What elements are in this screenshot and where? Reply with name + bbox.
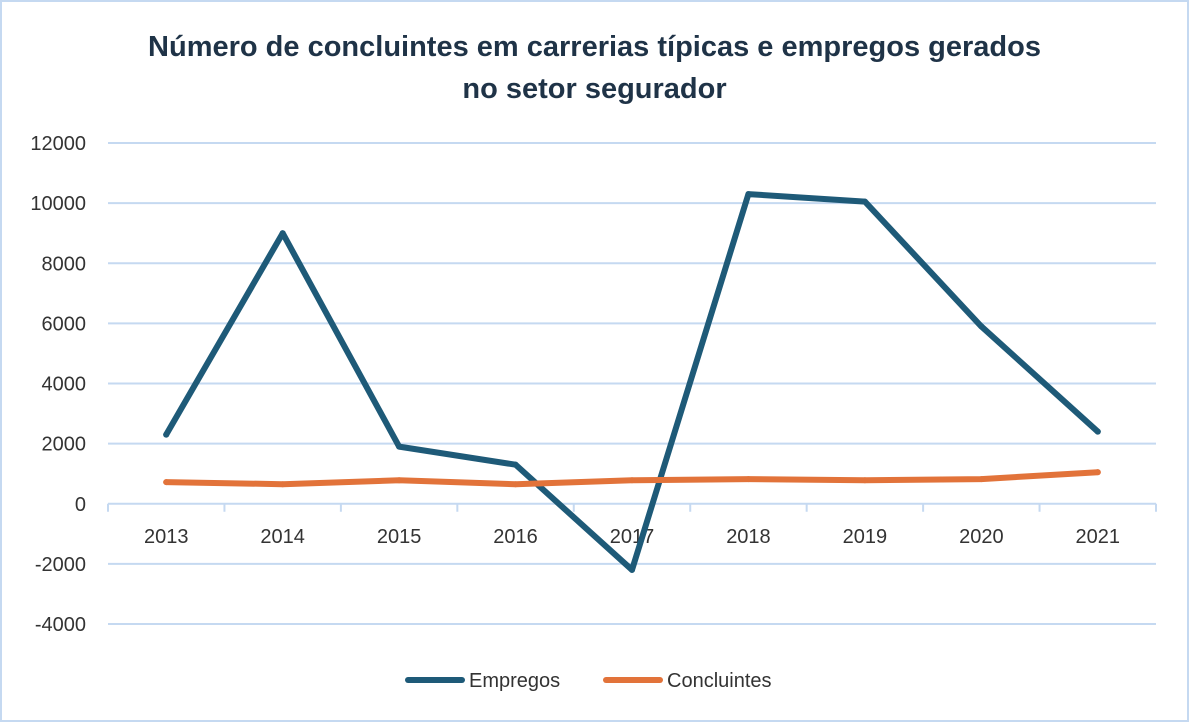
data-point-concluintes: [861, 477, 868, 484]
data-point-concluintes: [629, 477, 635, 484]
legend-label-empregos: Empregos: [469, 670, 560, 692]
data-point-empregos: [629, 566, 635, 573]
x-tick-label: 2014: [260, 526, 305, 548]
data-point-empregos: [1094, 428, 1101, 435]
data-point-concluintes: [745, 476, 752, 483]
y-axis: 12000 10000 8000 6000 4000 2000 0 -2000 -4000: [30, 133, 86, 636]
y-tick-label: 12000: [30, 133, 86, 155]
series-line-empregos: [163, 191, 1101, 573]
x-tick-label: 2021: [1076, 526, 1121, 548]
y-tick-label: 10000: [30, 193, 86, 215]
y-tick-label: 8000: [42, 253, 87, 275]
data-point-concluintes: [1094, 469, 1101, 476]
y-tick-label: 0: [75, 494, 86, 516]
data-point-empregos: [745, 191, 752, 198]
y-tick-label: 6000: [42, 313, 87, 335]
x-axis: 2013 2014 2015 2016 2017 2018 2019 2020 2021: [107, 502, 1157, 548]
data-point-concluintes: [978, 476, 985, 483]
data-point-empregos: [396, 443, 403, 450]
x-tick-label: 2019: [843, 526, 888, 548]
data-point-concluintes: [512, 481, 519, 488]
data-point-empregos: [978, 323, 985, 330]
x-tick-label: 2016: [493, 526, 538, 548]
chart-title: Número de concluintes em carrerias típic…: [0, 26, 1189, 110]
y-tick-label: -2000: [35, 554, 86, 576]
data-point-empregos: [163, 431, 170, 438]
data-point-concluintes: [163, 479, 170, 486]
y-tick-label: 4000: [42, 374, 87, 396]
y-tick-label: -4000: [35, 614, 86, 636]
series-layer: [163, 191, 1101, 573]
gridlines: [108, 142, 1156, 625]
data-point-concluintes: [396, 477, 403, 484]
x-tick-label: 2018: [726, 526, 771, 548]
legend: Empregos Concluintes: [405, 670, 772, 692]
chart-title-line-1: Número de concluintes em carrerias típic…: [148, 31, 1041, 63]
data-point-empregos: [279, 230, 286, 237]
data-point-empregos: [512, 461, 519, 468]
data-point-concluintes: [279, 481, 286, 488]
x-tick-label: 2020: [959, 526, 1004, 548]
data-point-empregos: [861, 198, 868, 205]
legend-label-concluintes: Concluintes: [667, 670, 772, 692]
x-tick-label: 2013: [144, 526, 189, 548]
x-tick-label: 2015: [377, 526, 422, 548]
y-tick-label: 2000: [42, 434, 87, 456]
chart-title-line-2: no setor segurador: [462, 73, 727, 105]
